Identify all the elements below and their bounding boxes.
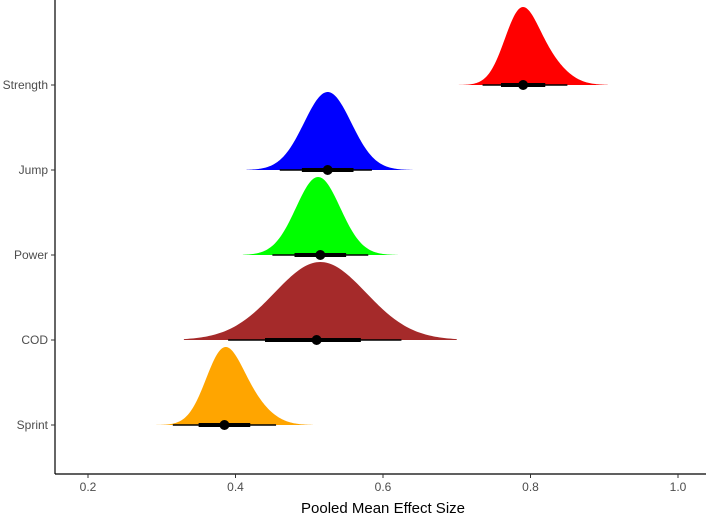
y-tick-label-cod: COD (21, 333, 48, 347)
x-tick-label-2: 0.6 (375, 480, 392, 494)
density-power (242, 177, 398, 255)
x-axis-title: Pooled Mean Effect Size (301, 500, 465, 517)
y-tick-label-power: Power (14, 248, 48, 262)
y-tick-layer: Strength Jump Power COD Sprint (3, 78, 55, 432)
density-layer (139, 7, 608, 425)
y-tick-label-sprint: Sprint (17, 418, 49, 432)
x-tick-label-1: 0.4 (227, 480, 244, 494)
interval-layer (172, 80, 568, 430)
density-strength (449, 7, 608, 85)
density-jump (246, 92, 413, 170)
x-tick-label-0: 0.2 (80, 480, 97, 494)
density-cod (183, 262, 457, 340)
y-tick-label-strength: Strength (3, 78, 48, 92)
x-tick-label-3: 0.8 (522, 480, 539, 494)
point-estimate-sprint (219, 420, 230, 430)
axes-layer (54, 0, 706, 475)
x-tick-label-4: 1.0 (670, 480, 687, 494)
point-estimate-cod (311, 335, 322, 345)
x-tick-layer: 0.2 0.4 0.6 0.8 1.0 (80, 474, 687, 494)
point-estimate-jump (322, 165, 333, 175)
density-sprint (139, 347, 313, 425)
point-estimate-strength (518, 80, 529, 90)
point-estimate-power (315, 250, 326, 260)
y-tick-label-jump: Jump (19, 163, 49, 177)
